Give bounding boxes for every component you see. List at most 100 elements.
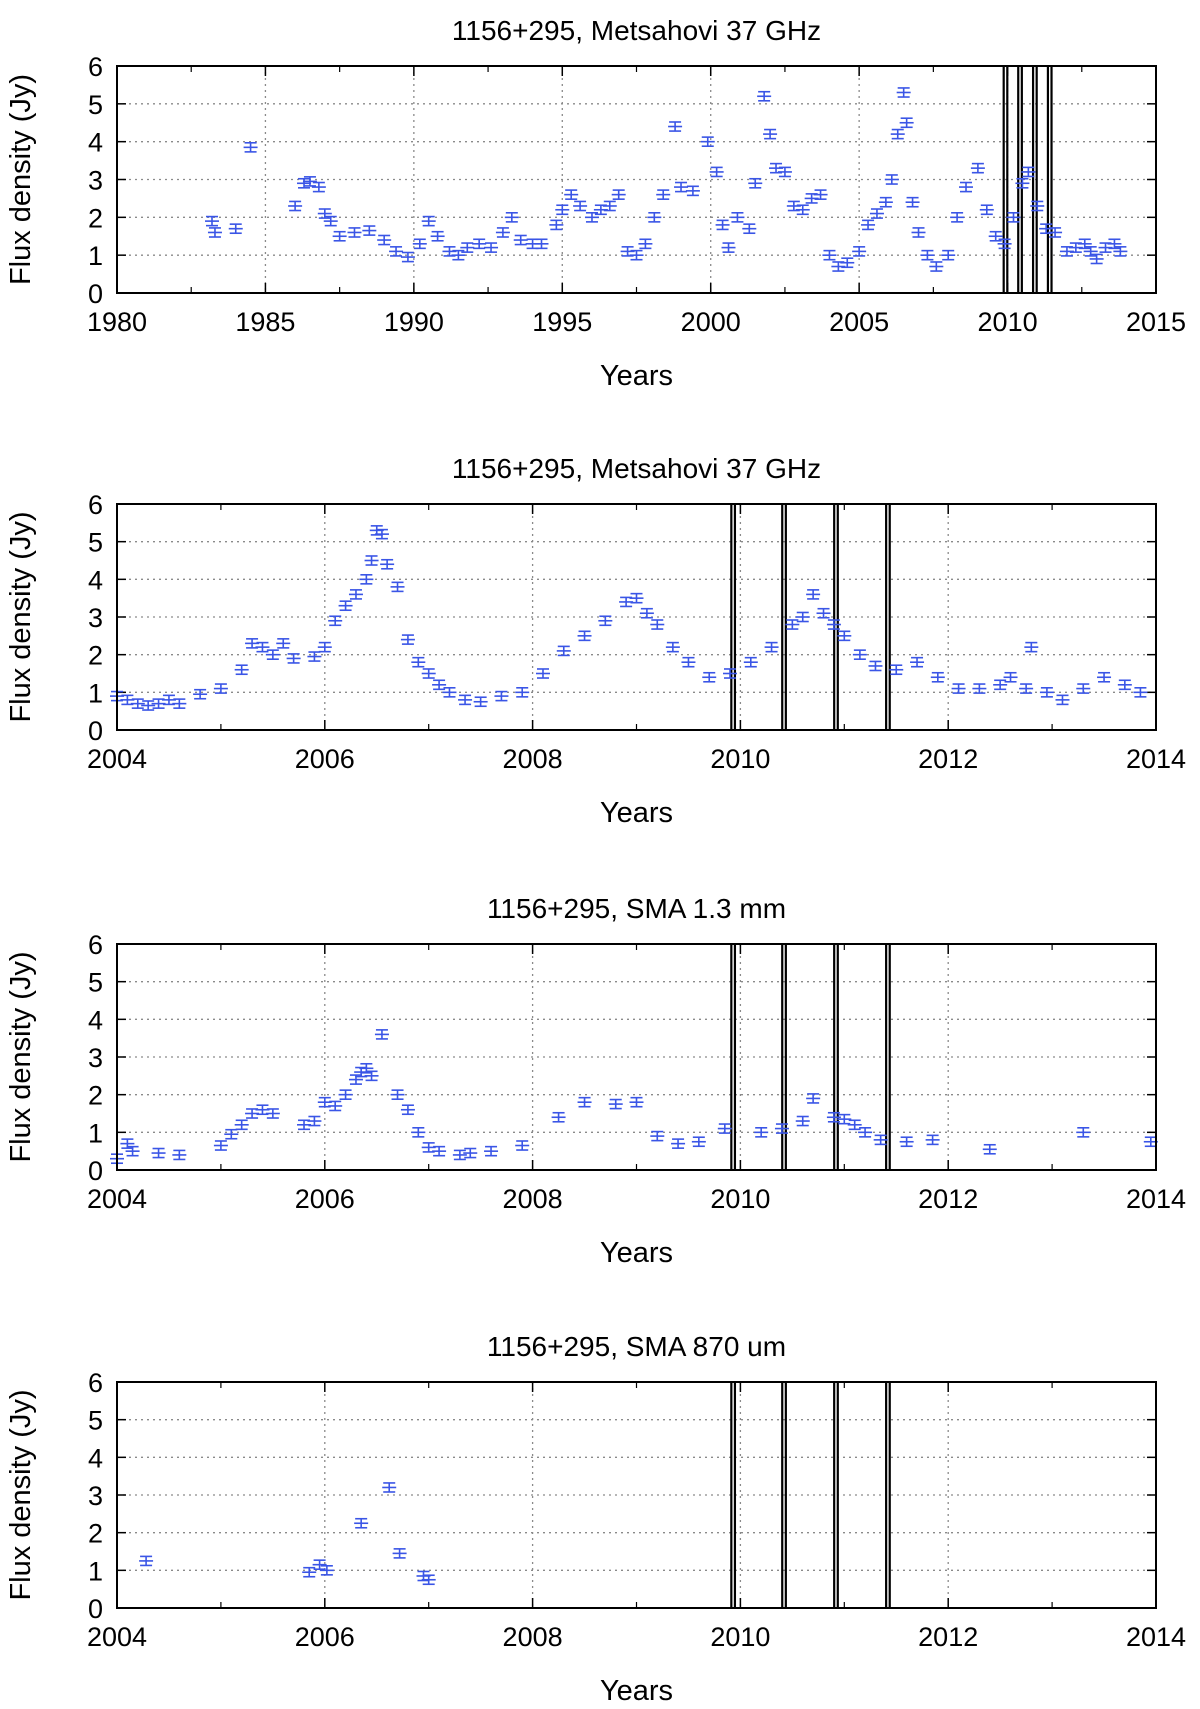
data-point	[495, 227, 510, 238]
data-point	[307, 651, 322, 662]
data-point	[549, 219, 564, 231]
data-point	[577, 1096, 592, 1108]
x-tick-label: 2004	[87, 1184, 147, 1214]
data-point	[390, 581, 405, 593]
x-tick-label: 2006	[295, 1622, 355, 1652]
x-tick-label: 1980	[87, 307, 147, 337]
data-point	[847, 1119, 862, 1131]
data-point	[421, 215, 436, 227]
data-point	[204, 215, 219, 227]
x-tick-label: 2004	[87, 744, 147, 774]
data-point	[777, 166, 792, 178]
data-point	[671, 1138, 686, 1149]
data-point	[795, 611, 810, 623]
data-point	[826, 619, 841, 630]
data-point	[347, 227, 362, 238]
data-point	[484, 1145, 499, 1157]
data-point	[717, 1123, 732, 1134]
data-point	[556, 645, 571, 657]
data-point	[328, 1100, 343, 1112]
data-point	[929, 261, 944, 272]
y-tick-label: 1	[88, 241, 103, 271]
data-point	[742, 223, 757, 235]
data-point	[265, 1108, 280, 1119]
data-point	[638, 238, 653, 250]
data-point	[920, 249, 935, 261]
x-tick-label: 2010	[978, 307, 1038, 337]
data-point	[338, 600, 353, 612]
data-point	[1097, 671, 1112, 683]
y-tick-label: 5	[88, 968, 103, 998]
y-tick-label: 2	[88, 1519, 103, 1549]
data-point	[374, 1029, 389, 1040]
data-point	[213, 683, 228, 694]
panel-2: 1156+295, Metsahovi 37 GHz 0 1 2 3 4 5 6 2004 200…	[5, 453, 1186, 829]
y-tick-label: 2	[88, 641, 103, 671]
data-point	[629, 1096, 644, 1108]
data-point	[1019, 683, 1034, 694]
data-point	[317, 208, 332, 219]
y-tick-label: 4	[88, 1443, 103, 1473]
y-tick-label: 0	[88, 279, 103, 309]
data-point	[896, 87, 911, 98]
data-point	[730, 211, 745, 223]
x-tick-label: 2010	[710, 1184, 770, 1214]
data-point	[837, 630, 852, 642]
data-point	[1113, 246, 1128, 257]
data-point	[432, 1145, 447, 1157]
data-point	[806, 1093, 821, 1104]
data-point	[1015, 177, 1030, 189]
data-point	[484, 242, 499, 253]
data-point	[869, 208, 884, 219]
data-point	[555, 204, 570, 216]
y-tick-label: 2	[88, 1081, 103, 1111]
y-tick-label: 0	[88, 716, 103, 746]
data-point	[764, 641, 779, 653]
y-tick-label: 3	[88, 1043, 103, 1073]
data-point	[721, 242, 736, 253]
data-point	[930, 671, 945, 683]
data-point	[286, 653, 301, 664]
data-point	[504, 211, 519, 223]
data-point	[709, 166, 724, 178]
data-point	[380, 558, 395, 570]
data-point	[513, 234, 528, 246]
x-tick-label: 2008	[503, 1184, 563, 1214]
data-point	[1133, 687, 1148, 698]
data-point	[451, 249, 466, 261]
data-point	[139, 1555, 154, 1567]
data-point	[608, 1098, 623, 1110]
data-point	[1055, 694, 1070, 706]
data-point	[816, 607, 831, 619]
data-point	[951, 683, 966, 694]
y-tick-label: 1	[88, 1556, 103, 1586]
data-point	[392, 1548, 407, 1559]
data-point	[338, 1089, 353, 1100]
data-point	[837, 1113, 852, 1125]
x-axis-label: Years	[600, 360, 673, 392]
data-point	[1003, 671, 1018, 683]
data-point	[412, 238, 427, 250]
data-point	[364, 1070, 379, 1082]
data-point	[884, 174, 899, 185]
data-point	[1117, 679, 1132, 691]
data-point	[564, 189, 579, 200]
y-tick-label: 5	[88, 528, 103, 558]
data-point	[348, 589, 363, 600]
data-point	[1076, 1127, 1091, 1138]
y-axis-label: Flux density (Jy)	[5, 511, 37, 722]
data-point	[822, 249, 837, 261]
data-point	[629, 592, 644, 604]
data-point	[861, 219, 876, 231]
data-point	[668, 121, 683, 132]
y-axis-label: Flux density (Jy)	[5, 1389, 37, 1600]
data-point	[323, 215, 338, 227]
data-point	[302, 1566, 317, 1578]
data-point	[400, 251, 415, 263]
data-point	[681, 656, 696, 668]
data-point	[551, 1111, 566, 1123]
y-tick-label: 6	[88, 52, 103, 82]
x-tick-label: 2012	[918, 1622, 978, 1652]
data-point	[1039, 687, 1054, 698]
